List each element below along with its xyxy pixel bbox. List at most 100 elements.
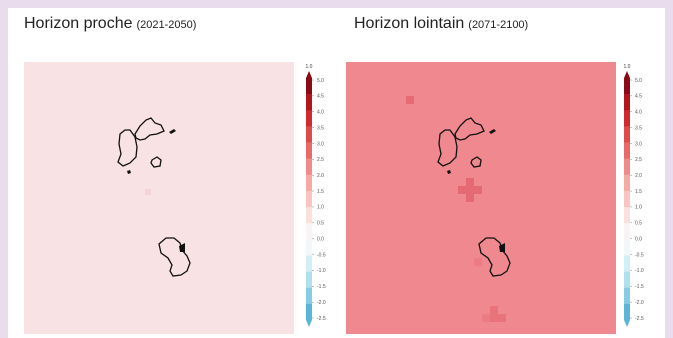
- colorbar-tick-label: 0.0: [635, 236, 642, 242]
- colorbar-segment: [306, 174, 312, 192]
- colorbar-segment: [624, 174, 630, 192]
- map-far: [346, 62, 616, 334]
- island-les-saintes: [447, 170, 451, 174]
- colorbar-segment: [624, 223, 630, 240]
- colorbar-tick-label: -1.5: [317, 284, 326, 290]
- colorbar-segment: [624, 239, 630, 256]
- colorbar-tick-label: 1.0: [635, 205, 642, 211]
- colorbar-tick-label: 1.0: [317, 205, 324, 211]
- colorbar-segment: [306, 142, 312, 159]
- map-far-anomaly-cell: [482, 314, 490, 322]
- colorbar-tick-label: 2.5: [635, 157, 642, 163]
- island-marie-galante-outline: [470, 156, 482, 168]
- colorbar-segment: [624, 271, 630, 289]
- colorbar-segment: [306, 78, 312, 95]
- colorbar-tick-label: 4.0: [317, 110, 324, 116]
- colorbar-top-label: 1.0: [306, 64, 313, 70]
- island-martinique-outline: [478, 237, 511, 277]
- colorbar-tick-label: 1.5: [317, 189, 324, 195]
- map-far-anomaly-cell: [490, 306, 498, 322]
- colorbar-near: 1.0 5.0 4.5 4.0 3.5 3.0 2.5 2.0 1.5 1.0 0.5 0.0 -0.5…: [302, 62, 340, 334]
- colorbar-bottom-arrow: [624, 320, 630, 327]
- colorbar-tick-label: 3.0: [317, 141, 324, 147]
- map-far-anomaly-cell: [474, 258, 482, 266]
- colorbar-segment: [624, 158, 630, 176]
- panel-title-far: Horizon lointain (2071-2100): [354, 15, 528, 33]
- colorbar-tick-label: 0.5: [317, 221, 324, 227]
- colorbar-tick-label: 4.5: [317, 94, 324, 100]
- colorbar-tick-label: -1.0: [635, 268, 644, 274]
- panel-title-near-period: (2021-2050): [136, 19, 197, 31]
- panel-title-near-main: Horizon proche: [24, 15, 133, 32]
- colorbar-segment: [624, 110, 630, 127]
- colorbar-segment: [306, 287, 312, 305]
- colorbar-segment: [306, 190, 312, 208]
- colorbar-tick-label: -2.0: [317, 300, 326, 306]
- colorbar-top-arrow: [624, 71, 630, 78]
- colorbar-tick-label: 3.5: [635, 125, 642, 131]
- colorbar-near-layer: 1.0 5.0 4.5 4.0 3.5 3.0 2.5 2.0 1.5 1.0 0.5 0.0 -0.5…: [306, 64, 326, 327]
- colorbar-tick-label: -0.5: [317, 252, 326, 258]
- colorbar-tick-label: -1.0: [317, 268, 326, 274]
- colorbar-segment: [624, 207, 630, 224]
- colorbar-tick-label: -2.0: [635, 300, 644, 306]
- island-martinique-outline: [158, 237, 191, 277]
- panel-title-far-main: Horizon lointain: [354, 15, 465, 32]
- colorbar-tick-label: 5.0: [635, 78, 642, 84]
- panel-near-horizon: Horizon proche (2021-2050): [8, 8, 338, 338]
- colorbar-tick-label: 3.5: [317, 125, 324, 131]
- colorbar-segment: [624, 287, 630, 305]
- panel-title-far-period: (2071-2100): [468, 19, 529, 31]
- colorbar-segment: [306, 255, 312, 272]
- colorbar-tick-label: -0.5: [635, 252, 644, 258]
- figure-card: Horizon proche (2021-2050): [8, 8, 665, 338]
- colorbar-segment: [624, 303, 630, 321]
- colorbar-tick-label: 0.0: [317, 236, 324, 242]
- colorbar-tick-label: 4.0: [635, 110, 642, 116]
- map-far-anomaly-cell: [498, 314, 506, 322]
- colorbar-tick-label: 3.0: [635, 141, 642, 147]
- colorbar-bottom-arrow: [306, 320, 312, 327]
- colorbar-top-label: 1.0: [624, 64, 631, 70]
- colorbar-segment: [306, 239, 312, 256]
- colorbar-segment: [306, 94, 312, 111]
- colorbar-segment: [624, 255, 630, 272]
- colorbar-tick-label: 5.0: [317, 78, 324, 84]
- map-far-anomaly-cell: [406, 96, 414, 104]
- island-basse-terre-outline: [437, 129, 458, 167]
- island-la-desirade: [169, 129, 176, 134]
- colorbar-tick-label: -1.5: [635, 284, 644, 290]
- colorbar-segment: [624, 78, 630, 95]
- colorbar-segment: [306, 303, 312, 321]
- colorbar-segment: [306, 126, 312, 143]
- colorbar-segment: [624, 126, 630, 143]
- colorbar-segment: [624, 142, 630, 159]
- colorbar-tick-label: 2.0: [317, 173, 324, 179]
- island-les-saintes: [127, 170, 131, 174]
- colorbar-segment: [624, 190, 630, 208]
- colorbar-segment: [624, 94, 630, 111]
- colorbar-tick-label: -2.5: [317, 316, 326, 322]
- colorbar-segment: [306, 207, 312, 224]
- colorbar-top-arrow: [306, 71, 312, 78]
- map-near-svg: [24, 62, 294, 334]
- colorbar-tick-label: -2.5: [635, 316, 644, 322]
- colorbar-segment: [306, 271, 312, 289]
- colorbar-tick-label: 1.5: [635, 189, 642, 195]
- panel-title-near: Horizon proche (2021-2050): [24, 15, 196, 33]
- island-grande-terre-outline: [134, 117, 165, 141]
- island-martinique-caravelle: [499, 243, 505, 252]
- colorbar-segment: [306, 158, 312, 176]
- colorbar-far: 1.0 5.0 4.5 4.0 3.5 3.0 2.5 2.0 1.5 1.0 0.5 0.0 -0.5…: [620, 62, 658, 334]
- island-marie-galante-outline: [150, 156, 162, 168]
- colorbar-far-layer: 1.0 5.0 4.5 4.0 3.5 3.0 2.5 2.0 1.5 1.0 0.5 0.0 -0.5…: [624, 64, 644, 327]
- map-near: [24, 62, 294, 334]
- colorbar-near-svg: 1.0 5.0 4.5 4.0 3.5 3.0 2.5 2.0 1.5 1.0 0.5 0.0 -0.5…: [306, 64, 326, 327]
- island-basse-terre-outline: [117, 129, 138, 167]
- colorbar-segment: [306, 110, 312, 127]
- colorbar-tick-label: 0.5: [635, 221, 642, 227]
- colorbar-tick-label: 2.5: [317, 157, 324, 163]
- colorbar-far-svg: 1.0 5.0 4.5 4.0 3.5 3.0 2.5 2.0 1.5 1.0 0.5 0.0 -0.5…: [624, 64, 644, 327]
- island-martinique-caravelle: [179, 243, 185, 252]
- map-near-background: [24, 62, 294, 334]
